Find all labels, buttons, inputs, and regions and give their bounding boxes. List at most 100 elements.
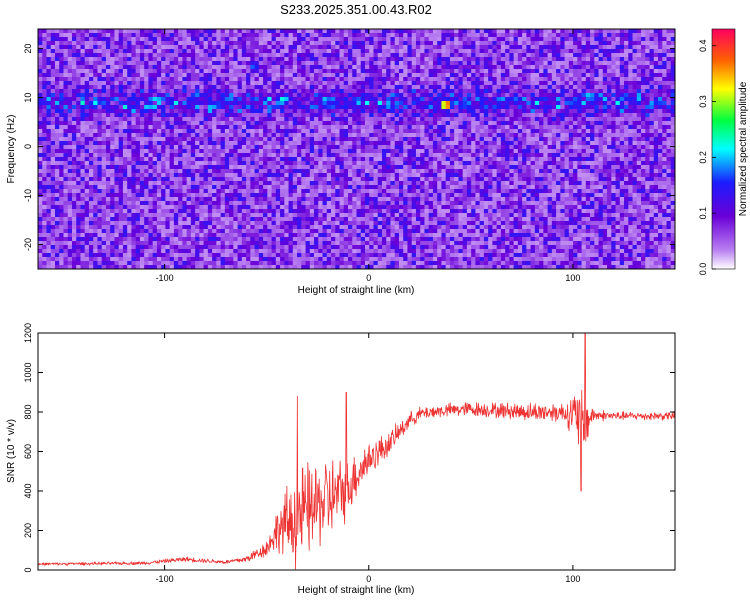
heatmap-cell xyxy=(424,157,430,162)
heatmap-cell xyxy=(161,125,166,130)
heatmap-cell xyxy=(241,97,247,102)
heatmap-cell xyxy=(139,93,145,98)
heatmap-cell xyxy=(619,121,625,126)
heatmap-cell xyxy=(42,161,47,166)
heatmap-cell xyxy=(42,97,47,102)
heatmap-cell xyxy=(377,77,383,82)
heatmap-cell xyxy=(114,37,120,42)
heatmap-cell xyxy=(577,121,582,126)
heatmap-cell xyxy=(488,157,493,162)
heatmap-cell xyxy=(394,41,400,46)
heatmap-cell xyxy=(496,77,502,82)
heatmap-cell xyxy=(152,53,158,58)
heatmap-cell xyxy=(364,125,370,130)
heatmap-cell xyxy=(424,37,430,42)
heatmap-cell xyxy=(284,77,289,82)
heatmap-cell xyxy=(275,145,281,150)
heatmap-cell xyxy=(560,109,565,114)
heatmap-cell xyxy=(564,53,570,58)
heatmap-cell xyxy=(483,93,489,98)
heatmap-cell xyxy=(216,133,222,138)
heatmap-cell xyxy=(394,121,400,126)
heatmap-cell xyxy=(131,149,137,154)
heatmap-cell xyxy=(207,141,213,146)
heatmap-cell xyxy=(505,77,510,82)
heatmap-cell xyxy=(326,153,332,158)
heatmap-cell xyxy=(63,53,69,58)
heatmap-cell xyxy=(441,125,447,130)
heatmap-cell xyxy=(585,97,591,102)
heatmap-cell xyxy=(581,101,587,106)
heatmap-cell xyxy=(551,153,557,158)
heatmap-cell xyxy=(309,113,315,118)
heatmap-cell xyxy=(522,101,527,106)
heatmap-cell xyxy=(254,121,260,126)
heatmap-cell xyxy=(331,65,336,70)
heatmap-cell xyxy=(284,89,289,94)
heatmap-cell xyxy=(131,121,137,126)
heatmap-cell xyxy=(139,37,145,42)
heatmap-cell xyxy=(517,141,523,146)
heatmap-cell xyxy=(118,85,124,90)
heatmap-cell xyxy=(509,121,515,126)
heatmap-cell xyxy=(63,85,69,90)
heatmap-cell xyxy=(326,45,332,50)
heatmap-cell xyxy=(71,81,77,86)
heatmap-cell xyxy=(284,141,289,146)
heatmap-cell xyxy=(165,41,171,46)
heatmap-cell xyxy=(479,65,485,70)
heatmap-cell xyxy=(607,57,612,62)
heatmap-cell xyxy=(258,65,264,70)
heatmap-cell xyxy=(305,153,311,158)
heatmap-cell xyxy=(466,41,472,46)
heatmap-cell xyxy=(326,77,332,82)
heatmap-cell xyxy=(386,29,391,34)
heatmap-cell xyxy=(551,81,557,86)
heatmap-cell xyxy=(564,117,570,122)
heatmap-cell xyxy=(602,121,608,126)
heatmap-cell xyxy=(178,97,183,102)
heatmap-cell xyxy=(212,37,217,42)
heatmap-cell xyxy=(118,61,124,66)
heatmap-cell xyxy=(573,33,578,38)
heatmap-cell xyxy=(658,137,663,142)
heatmap-cell xyxy=(131,85,137,90)
heatmap-cell xyxy=(403,33,408,38)
heatmap-cell xyxy=(394,93,400,98)
heatmap-cell xyxy=(284,129,289,134)
heatmap-cell xyxy=(483,29,489,34)
heatmap-cell xyxy=(373,101,379,106)
heatmap-cell xyxy=(373,109,379,114)
heatmap-cell xyxy=(352,69,357,74)
heatmap-cell xyxy=(339,45,345,50)
heatmap-cell xyxy=(38,93,43,98)
heatmap-cell xyxy=(314,97,319,102)
heatmap-cell xyxy=(335,89,340,94)
heatmap-cell xyxy=(505,113,510,118)
heatmap-cell xyxy=(551,53,557,58)
heatmap-cell xyxy=(645,65,650,70)
heatmap-cell xyxy=(203,77,209,82)
heatmap-cell xyxy=(178,85,183,90)
heatmap-cell xyxy=(101,53,107,58)
heatmap-cell xyxy=(615,53,621,58)
heatmap-cell xyxy=(186,97,192,102)
heatmap-cell xyxy=(246,129,251,134)
heatmap-cell xyxy=(71,153,77,158)
heatmap-cell xyxy=(76,141,81,146)
heatmap-cell xyxy=(564,89,570,94)
heatmap-cell xyxy=(178,41,183,46)
heatmap-cell xyxy=(466,137,472,142)
heatmap-cell xyxy=(662,85,667,90)
heatmap-cell xyxy=(173,77,179,82)
heatmap-cell xyxy=(152,125,158,130)
heatmap-cell xyxy=(186,137,192,142)
heatmap-cell xyxy=(80,37,86,42)
heatmap-cell xyxy=(377,57,383,62)
heatmap-cell xyxy=(135,153,141,158)
heatmap-cell xyxy=(407,121,413,126)
heatmap-cell xyxy=(216,57,222,62)
heatmap-cell xyxy=(127,129,132,134)
heatmap-cell xyxy=(407,153,413,158)
heatmap-cell xyxy=(428,53,434,58)
